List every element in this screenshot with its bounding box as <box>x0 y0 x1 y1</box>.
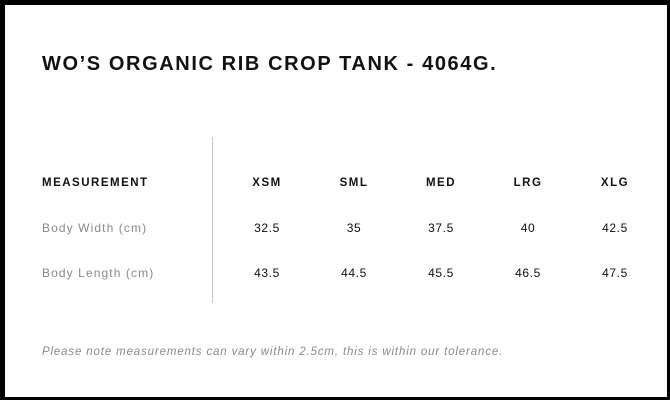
table-row: Body Length (cm) 43.5 44.5 45.5 46.5 47.… <box>5 263 667 283</box>
column-header-measurement: MEASUREMENT <box>42 177 149 189</box>
column-header-xlg: XLG <box>600 177 630 189</box>
column-header-med: MED <box>425 177 457 189</box>
size-table: MEASUREMENT XSM SML MED LRG XLG Body Wid… <box>5 5 667 397</box>
cell-body-width-xsm: 32.5 <box>254 221 280 235</box>
table-header-row: MEASUREMENT XSM SML MED LRG XLG <box>5 173 667 193</box>
table-row: Body Width (cm) 32.5 35 37.5 40 42.5 <box>5 218 667 238</box>
cell-body-width-lrg: 40 <box>520 221 536 235</box>
cell-body-length-xlg: 47.5 <box>602 266 628 280</box>
page-title: WO’S ORGANIC RIB CROP TANK - 4064G. <box>42 53 498 75</box>
tolerance-note: Please note measurements can vary within… <box>42 346 504 358</box>
cell-body-length-sml: 44.5 <box>341 266 367 280</box>
cell-body-width-med: 37.5 <box>428 221 454 235</box>
size-chart-content: WO’S ORGANIC RIB CROP TANK - 4064G. MEAS… <box>5 5 667 397</box>
cell-body-length-med: 45.5 <box>428 266 454 280</box>
row-label-body-width: Body Width (cm) <box>42 221 148 235</box>
column-header-lrg: LRG <box>513 177 543 189</box>
cell-body-width-xlg: 42.5 <box>602 221 628 235</box>
column-header-xsm: XSM <box>252 177 282 189</box>
cell-body-length-lrg: 46.5 <box>515 266 541 280</box>
table-vertical-divider <box>212 137 213 303</box>
column-header-sml: SML <box>339 177 369 189</box>
cell-body-width-sml: 35 <box>346 221 362 235</box>
cell-body-length-xsm: 43.5 <box>254 266 280 280</box>
row-label-body-length: Body Length (cm) <box>42 266 155 280</box>
